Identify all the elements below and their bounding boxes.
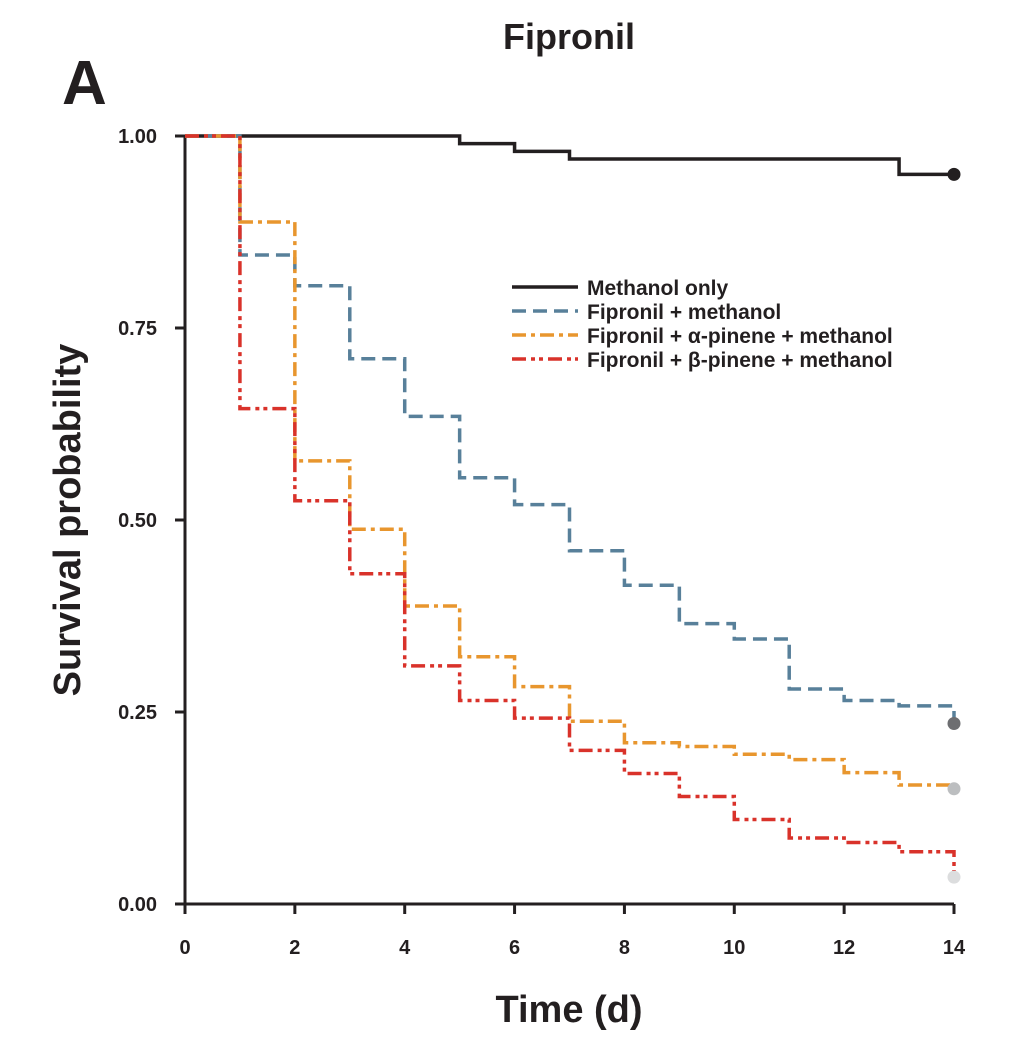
y-axis-label: Survival probability	[47, 344, 89, 697]
legend-label: Fipronil + α-pinene + methanol	[587, 325, 893, 348]
x-tick-label: 10	[723, 937, 745, 959]
series-line-4	[185, 134, 956, 878]
y-tick-label: 0.00	[118, 894, 157, 916]
chart-title: Fipronil	[503, 16, 635, 57]
x-axis-label: Time (d)	[495, 989, 642, 1031]
series-end-marker	[947, 870, 961, 884]
panel-label: A	[62, 49, 107, 118]
legend-label: Fipronil + β-pinene + methanol	[587, 349, 893, 372]
x-tick-label: 6	[509, 937, 520, 959]
series-line-3	[185, 134, 956, 789]
end-markers	[947, 167, 961, 884]
x-tick-label: 8	[619, 937, 630, 959]
y-tick-label: 0.75	[118, 318, 157, 340]
x-tick-label: 0	[179, 937, 190, 959]
legend-label: Methanol only	[587, 277, 728, 300]
series-end-marker	[947, 167, 961, 181]
y-tick-label: 1.00	[118, 126, 157, 148]
y-tick-label: 0.50	[118, 510, 157, 532]
series-end-marker	[947, 782, 961, 796]
x-tick-label: 14	[943, 937, 966, 959]
series-end-marker	[947, 717, 961, 731]
y-axis: 0.00 0.25 0.50 0.75 1.00	[118, 126, 187, 916]
series-line-1	[185, 134, 954, 177]
legend-label: Fipronil + methanol	[587, 301, 781, 324]
x-tick-label: 2	[289, 937, 300, 959]
series-line-2	[185, 134, 956, 724]
series-layer	[185, 134, 956, 878]
x-axis: 0 2 4 6 8 10 12 14	[179, 902, 966, 959]
x-tick-label: 12	[833, 937, 855, 959]
y-tick-label: 0.25	[118, 702, 157, 724]
x-tick-label: 4	[399, 937, 411, 959]
